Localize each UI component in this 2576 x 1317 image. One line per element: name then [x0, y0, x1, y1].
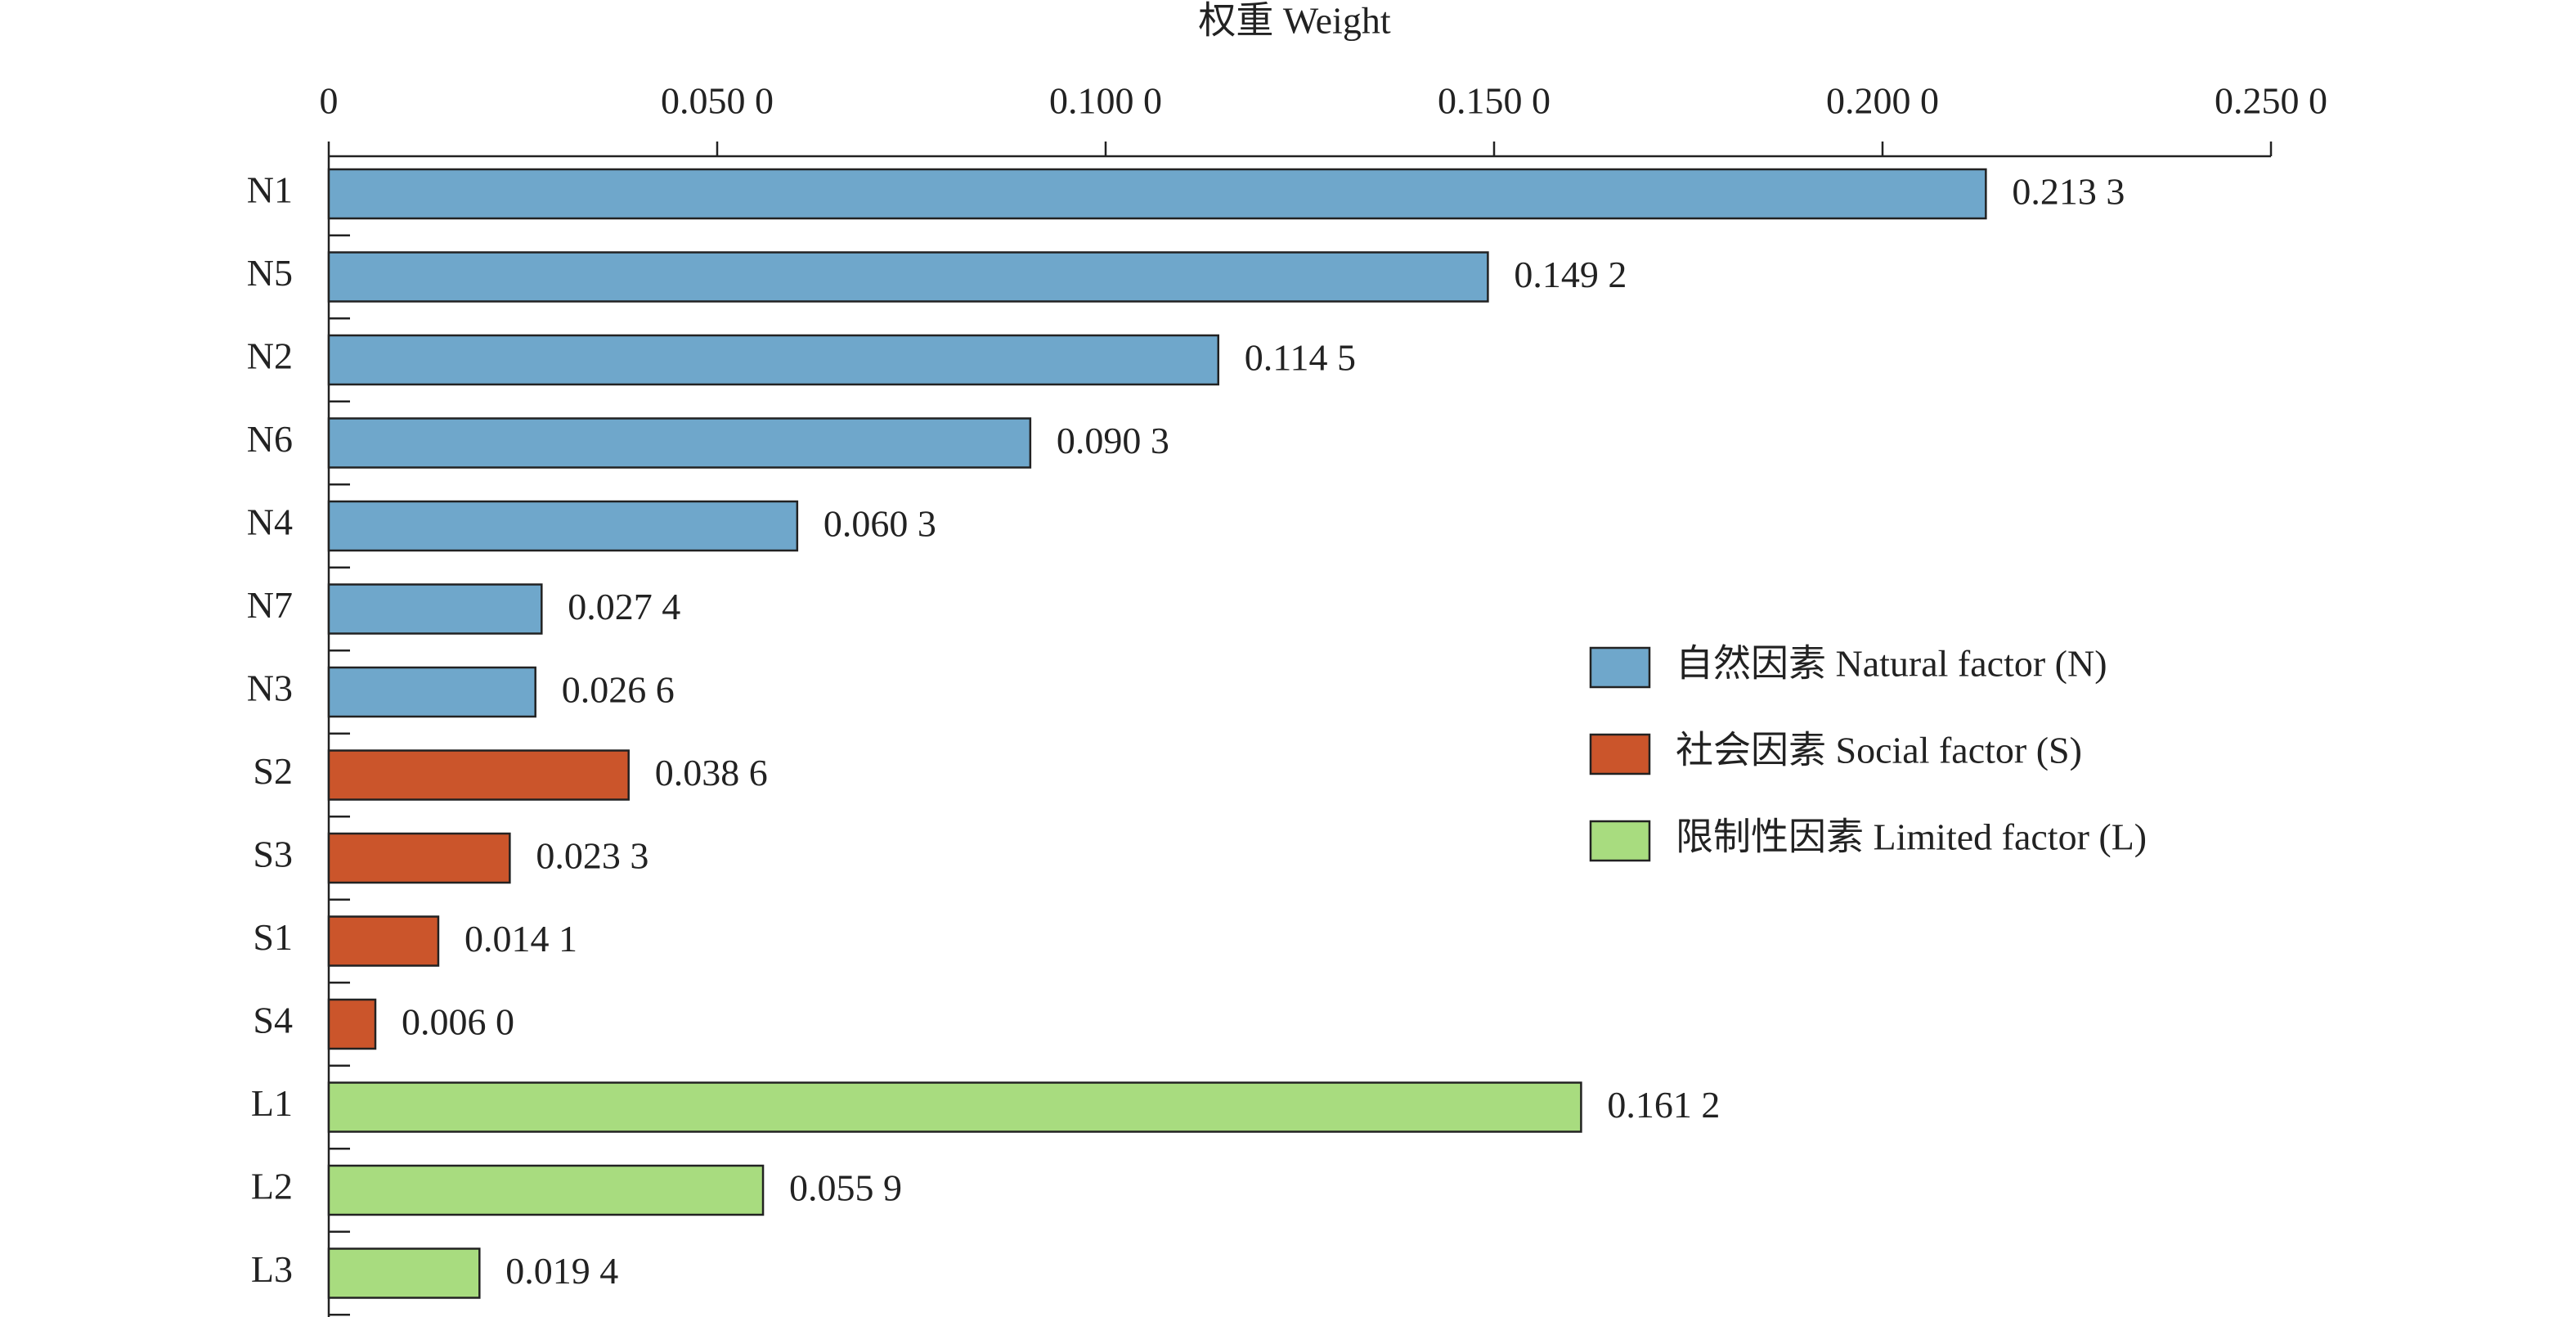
bar	[327, 1247, 481, 1299]
y-tick-label: N2	[247, 335, 293, 377]
bar	[327, 251, 1489, 303]
bar	[327, 749, 630, 801]
y-tick-label: N6	[247, 418, 293, 460]
y-tick-label: N3	[247, 667, 293, 709]
y-tick-label: N4	[247, 501, 293, 543]
legend-swatch	[1589, 733, 1651, 775]
y-tick-label: N7	[247, 584, 293, 626]
y-tick-label: L3	[251, 1248, 293, 1290]
legend-label: 社会因素 Social factor (S)	[1676, 730, 2082, 771]
data-label: 0.149 2	[1514, 254, 1627, 295]
y-tick-label: S1	[253, 916, 293, 958]
bar	[327, 666, 536, 718]
bar	[327, 417, 1032, 469]
y-tick-label: N5	[247, 252, 293, 294]
x-tick-label: 0.150 0	[1438, 80, 1551, 122]
x-tick-label: 0.250 0	[2215, 80, 2327, 122]
bar	[327, 1081, 1582, 1133]
legend-swatch	[1589, 820, 1651, 862]
bar	[327, 832, 511, 884]
bar	[327, 998, 377, 1050]
data-label: 0.055 9	[789, 1167, 902, 1209]
bar	[327, 334, 1219, 386]
data-label: 0.027 4	[568, 586, 680, 627]
legend-label: 限制性因素 Limited factor (L)	[1676, 816, 2147, 858]
data-label: 0.006 0	[402, 1001, 514, 1043]
x-tick-label: 0.200 0	[1826, 80, 1939, 122]
data-label: 0.019 4	[505, 1250, 618, 1292]
data-label: 0.114 5	[1245, 337, 1356, 379]
x-axis-title: 权重 Weight	[1198, 0, 1390, 42]
bar	[327, 583, 543, 635]
y-tick-label: S4	[253, 1000, 293, 1041]
y-tick-label: L2	[251, 1166, 293, 1207]
x-tick-label: 0	[320, 80, 339, 122]
y-tick-label: N1	[247, 169, 293, 211]
data-label: 0.023 3	[536, 835, 648, 877]
y-tick-label: L1	[251, 1082, 293, 1124]
data-label: 0.038 6	[655, 752, 768, 793]
x-tick-label: 0.100 0	[1049, 80, 1162, 122]
bar	[327, 915, 440, 967]
data-label: 0.090 3	[1057, 420, 1169, 461]
legend-swatch	[1589, 646, 1651, 689]
bar	[327, 168, 1987, 220]
data-label: 0.026 6	[562, 669, 675, 711]
y-tick-label: S3	[253, 834, 293, 875]
data-label: 0.014 1	[464, 918, 577, 960]
data-label: 0.060 3	[824, 503, 936, 545]
legend-label: 自然因素 Natural factor (N)	[1676, 643, 2107, 685]
data-label: 0.161 2	[1607, 1084, 1720, 1126]
y-tick-label: S2	[253, 750, 293, 792]
bar	[327, 1164, 765, 1216]
data-label: 0.213 3	[2012, 171, 2125, 213]
x-tick-label: 0.050 0	[661, 80, 774, 122]
bar	[327, 500, 799, 552]
